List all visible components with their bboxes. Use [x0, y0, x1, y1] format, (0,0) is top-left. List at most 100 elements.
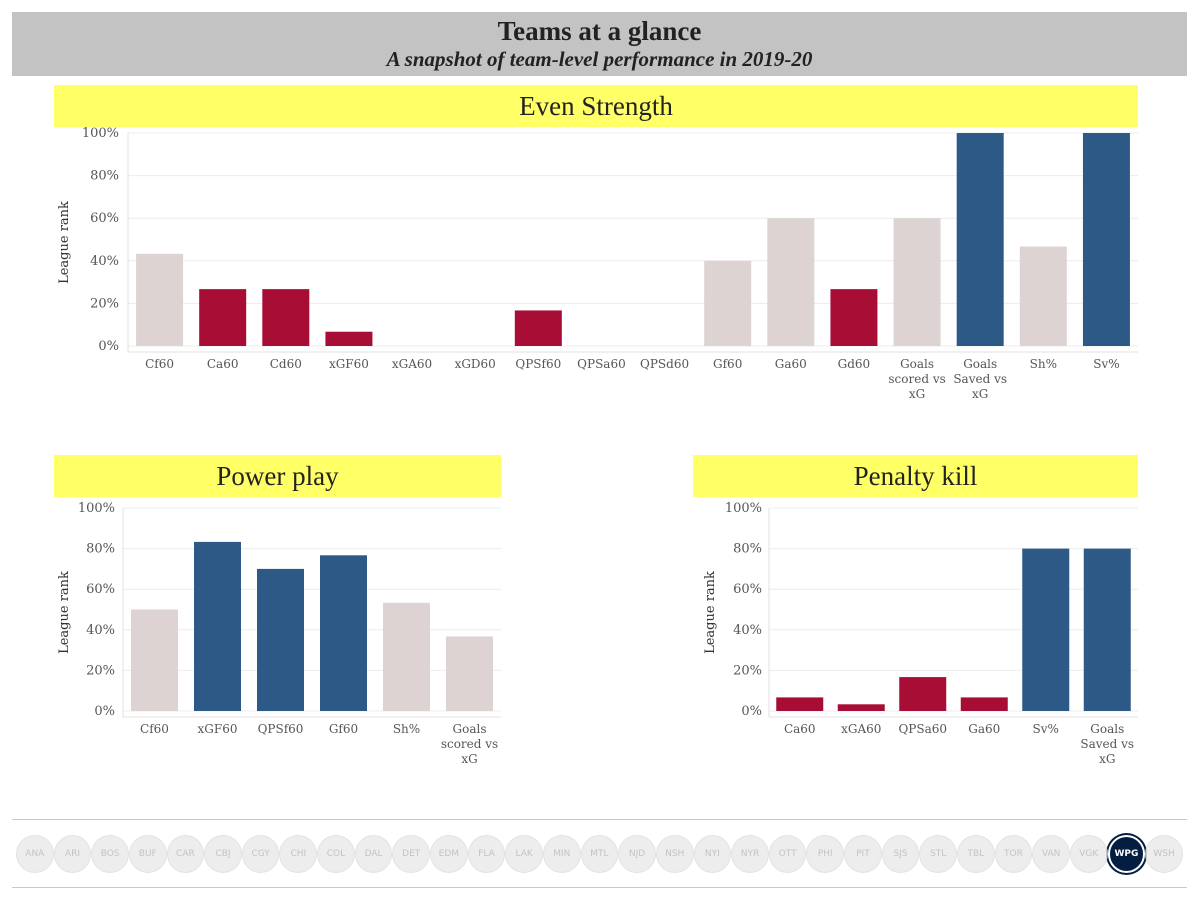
y-tick-label: 0%: [94, 704, 115, 719]
y-tick-label: 100%: [78, 501, 115, 516]
bar: [767, 218, 815, 346]
team-logo-nsh-icon: NSH: [655, 834, 694, 873]
team-logo-code: ARI: [64, 848, 80, 859]
y-tick-label: 40%: [733, 623, 762, 638]
x-category-label: Goals scored vs xG: [441, 722, 498, 766]
even-strength-chart: 0% 20% 40% 60% 80% 100% League rank Cf60 Ca60 Cd6…: [57, 126, 1138, 401]
team-logo-code: STL: [930, 848, 947, 859]
team-logo-code: BOS: [100, 848, 120, 859]
team-logo-code: EDM: [438, 848, 460, 859]
team-logo-mtl-icon: MTL: [580, 834, 619, 873]
bar: [899, 677, 947, 711]
x-category-label: Ca60: [784, 722, 816, 736]
team-logo-edm-icon: EDM: [430, 834, 468, 873]
y-axis-title: League rank: [57, 201, 72, 284]
x-category-label: Gf60: [713, 357, 742, 371]
team-logo-code: OTT: [778, 848, 797, 859]
x-category-label: Cd60: [270, 357, 302, 371]
x-category-label: QPSf60: [515, 357, 561, 371]
x-category-label: Goals Saved vs xG: [1080, 722, 1134, 766]
team-logo-code: MIN: [553, 848, 571, 859]
y-tick-label: 60%: [90, 211, 119, 226]
y-tick-label: 60%: [733, 582, 762, 597]
team-logo-code: FLA: [478, 848, 495, 859]
team-logo-code: PIT: [856, 848, 870, 859]
team-logo-code: VGK: [1079, 848, 1099, 859]
x-category-label: Cf60: [140, 722, 169, 736]
even-strength-banner: Even Strength: [54, 85, 1138, 127]
x-category-label: Ca60: [207, 357, 239, 371]
power-play-chart: 0% 20% 40% 60% 80% 100% League rank Cf60 xGF60 QP…: [57, 501, 501, 766]
bar: [1019, 246, 1067, 346]
team-logo-code: COL: [326, 848, 346, 859]
x-category-label: QPSa60: [898, 722, 947, 736]
team-logo-code: CBJ: [215, 848, 231, 859]
page-title: Teams at a glance: [497, 16, 702, 46]
team-logo-ana-icon: ANA: [16, 834, 54, 873]
penalty-kill-chart: 0% 20% 40% 60% 80% 100% League rank Ca60 xGA60 QP…: [703, 501, 1138, 766]
team-logo-code: ANA: [25, 848, 45, 859]
team-logo-lak-icon: LAK: [505, 834, 543, 873]
bar: [383, 602, 430, 711]
team-logo-stl-icon: STL: [919, 834, 958, 873]
bar: [776, 697, 824, 711]
team-logo-min-icon: MIN: [542, 834, 581, 873]
team-logo-code: SJS: [893, 848, 908, 859]
y-tick-label: 100%: [725, 501, 762, 516]
team-logo-code: NYI: [704, 848, 720, 859]
team-logo-code: DAL: [364, 848, 383, 859]
bar: [257, 568, 304, 711]
y-tick-label: 0%: [98, 339, 119, 354]
team-logo-code: NSH: [665, 848, 685, 859]
bar: [320, 555, 367, 711]
y-tick-label: 20%: [86, 663, 115, 678]
bar: [514, 310, 562, 346]
team-logo-code: PHI: [817, 848, 833, 859]
team-logo-code: CHI: [290, 848, 307, 859]
x-category-label: Ga60: [968, 722, 1000, 736]
x-category-label: Ga60: [775, 357, 807, 371]
team-logo-code: TOR: [1004, 848, 1023, 859]
team-logo-phi-icon: PHI: [806, 834, 845, 873]
team-logo-code: NJD: [628, 848, 646, 859]
team-logos-strip: ANA ARI BOS BUF CAR CBJ CGY CHI COL DAL DET EDM FLA L…: [12, 819, 1187, 888]
bar: [194, 541, 241, 711]
team-logo-tor-icon: TOR: [994, 834, 1033, 873]
team-logo-code: LAK: [515, 848, 533, 859]
x-category-label: Cf60: [145, 357, 174, 371]
x-category-label: Goals Saved vs xG: [953, 357, 1007, 401]
team-logo-dal-icon: DAL: [354, 834, 393, 873]
y-axis-title: League rank: [703, 571, 718, 654]
team-logo-nyr-icon: NYR: [731, 834, 769, 873]
team-logo-code: WSH: [1153, 848, 1175, 859]
penalty-kill-banner: Penalty kill: [693, 455, 1138, 497]
bar: [956, 133, 1004, 346]
y-tick-label: 20%: [733, 663, 762, 678]
bar: [325, 331, 373, 346]
team-logo-ari-icon: ARI: [53, 834, 92, 873]
team-logo-bos-icon: BOS: [91, 834, 129, 873]
x-category-label: xGA60: [392, 357, 432, 371]
x-category-label: QPSf60: [258, 722, 304, 736]
bar: [960, 697, 1008, 711]
page-subtitle: A snapshot of team-level performance in …: [386, 47, 813, 71]
team-logo-cgy-icon: CGY: [241, 834, 280, 873]
bar: [893, 218, 941, 346]
bar: [262, 289, 310, 346]
team-logo-code: CGY: [251, 848, 270, 859]
x-category-label: xGF60: [329, 357, 369, 371]
team-logo-car-icon: CAR: [166, 834, 205, 873]
team-logo-code: CAR: [176, 848, 195, 859]
x-category-label: Sv%: [1033, 722, 1059, 736]
team-logo-buf-icon: BUF: [128, 834, 167, 873]
team-logo-ott-icon: OTT: [768, 834, 807, 873]
team-logo-code: VAN: [1041, 848, 1061, 859]
team-logo-code: TBL: [967, 848, 985, 859]
y-tick-label: 80%: [733, 542, 762, 557]
team-logo-code: BUF: [138, 848, 157, 859]
team-logo-code: WPG: [1114, 848, 1139, 859]
team-logo-code: NYR: [740, 848, 760, 859]
y-axis-title: League rank: [57, 571, 72, 654]
x-category-label: xGD60: [455, 357, 496, 371]
team-logo-wsh-icon: WSH: [1145, 834, 1183, 873]
